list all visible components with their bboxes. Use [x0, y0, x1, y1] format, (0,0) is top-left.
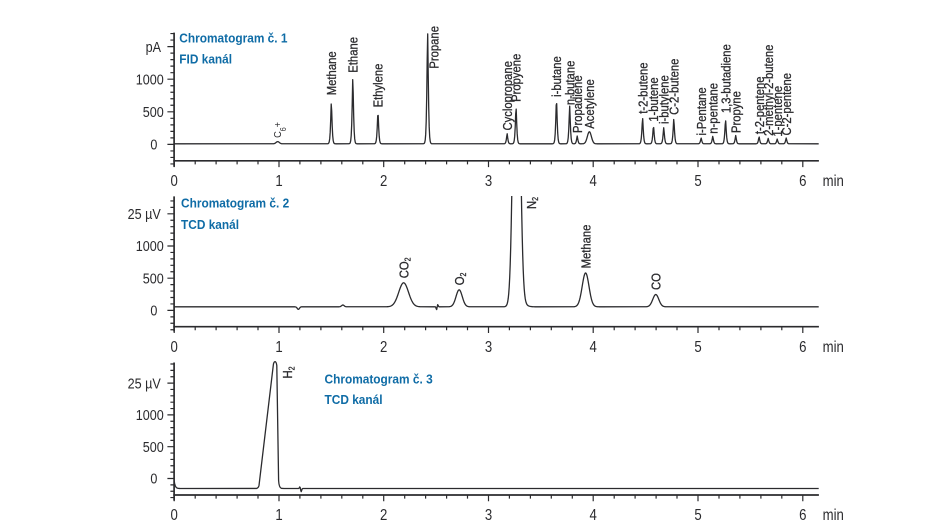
svg-text:t-2-pentene: t-2-pentene — [752, 76, 767, 134]
svg-text:Methane: Methane — [324, 51, 339, 95]
svg-text:0: 0 — [171, 339, 178, 356]
svg-text:4: 4 — [590, 507, 597, 524]
svg-text:Propadiene: Propadiene — [570, 75, 585, 133]
svg-text:3: 3 — [485, 339, 492, 356]
svg-text:4: 4 — [590, 173, 597, 190]
svg-text:6: 6 — [799, 173, 806, 190]
svg-text:6: 6 — [799, 507, 806, 524]
svg-text:Chromatogram č. 2: Chromatogram č. 2 — [181, 196, 289, 211]
svg-text:C-2-butene: C-2-butene — [667, 58, 682, 115]
svg-text:Propyene: Propyene — [509, 53, 524, 101]
svg-text:2: 2 — [380, 507, 387, 524]
svg-text:2: 2 — [380, 173, 387, 190]
svg-text:0: 0 — [171, 507, 178, 524]
svg-text:3: 3 — [485, 173, 492, 190]
svg-text:Propane: Propane — [427, 26, 442, 69]
svg-text:5: 5 — [694, 173, 701, 190]
svg-text:CO: CO — [649, 273, 664, 290]
svg-text:1: 1 — [275, 339, 282, 356]
svg-text:min: min — [823, 173, 844, 190]
svg-text:4: 4 — [590, 339, 597, 356]
svg-text:500: 500 — [143, 103, 164, 120]
svg-text:5: 5 — [694, 339, 701, 356]
svg-text:i-butylene: i-butylene — [657, 75, 672, 124]
svg-text:Cyclopropane: Cyclopropane — [500, 61, 515, 131]
svg-text:1-pentene: 1-pentene — [770, 86, 785, 137]
svg-text:25 µV: 25 µV — [128, 374, 162, 391]
svg-text:i-butane: i-butane — [550, 56, 565, 97]
svg-text:0: 0 — [150, 302, 157, 319]
svg-text:0: 0 — [150, 470, 157, 487]
svg-text:FID kanál: FID kanál — [179, 52, 232, 67]
svg-text:1,3-butadiene: 1,3-butadiene — [719, 44, 734, 113]
svg-text:Ethane: Ethane — [346, 37, 361, 73]
svg-text:500: 500 — [143, 438, 164, 455]
svg-text:0: 0 — [171, 173, 178, 190]
svg-text:6: 6 — [799, 339, 806, 356]
svg-text:500: 500 — [143, 269, 164, 286]
svg-text:Chromatogram č. 3: Chromatogram č. 3 — [325, 372, 433, 387]
svg-text:pA: pA — [146, 38, 162, 55]
svg-text:25 µV: 25 µV — [128, 205, 162, 222]
svg-text:Propyne: Propyne — [729, 91, 744, 133]
svg-text:C-2-pentene: C-2-pentene — [779, 73, 794, 136]
svg-text:min: min — [823, 339, 844, 356]
svg-text:1000: 1000 — [136, 237, 164, 254]
svg-text:n-butane: n-butane — [563, 60, 578, 105]
svg-text:Ethylene: Ethylene — [371, 63, 386, 107]
svg-text:CO2: CO2 — [397, 257, 413, 278]
svg-text:2: 2 — [380, 339, 387, 356]
svg-text:3: 3 — [485, 507, 492, 524]
svg-text:0: 0 — [150, 136, 157, 153]
svg-text:i-Pentane: i-Pentane — [694, 87, 709, 135]
svg-text:min: min — [823, 507, 844, 524]
svg-text:1000: 1000 — [136, 70, 164, 87]
svg-text:t-2-butene: t-2-butene — [636, 62, 651, 114]
svg-text:Chromatogram č. 1: Chromatogram č. 1 — [179, 31, 287, 46]
svg-text:Acetylene: Acetylene — [582, 79, 597, 129]
svg-text:Methane: Methane — [579, 224, 594, 268]
svg-text:1000: 1000 — [136, 406, 164, 423]
svg-text:1: 1 — [275, 173, 282, 190]
svg-text:2-methyl-2-butene: 2-methyl-2-butene — [761, 44, 776, 136]
svg-text:5: 5 — [694, 507, 701, 524]
svg-text:TCD kanál: TCD kanál — [181, 217, 239, 232]
svg-text:1: 1 — [275, 507, 282, 524]
svg-text:1-butene: 1-butene — [647, 77, 662, 122]
svg-text:n-pentane: n-pentane — [706, 83, 721, 134]
svg-text:TCD kanál: TCD kanál — [325, 392, 383, 407]
